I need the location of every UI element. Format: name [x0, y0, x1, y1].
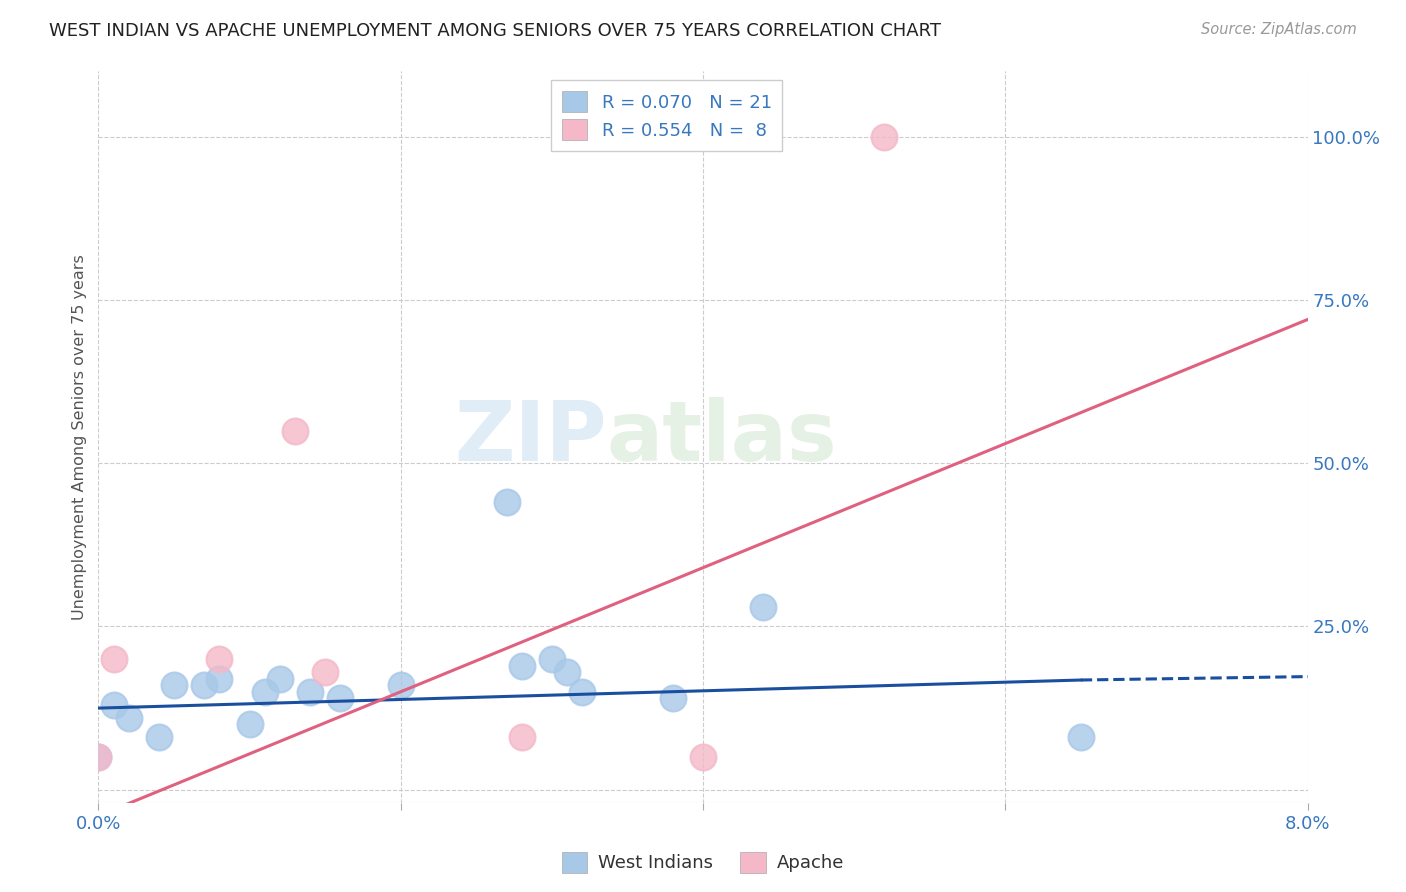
Point — [239, 717, 262, 731]
Point — [389, 678, 412, 692]
Point — [208, 652, 231, 666]
Point — [752, 599, 775, 614]
Point — [314, 665, 336, 680]
Text: atlas: atlas — [606, 397, 837, 477]
Point — [540, 652, 562, 666]
Point — [299, 685, 322, 699]
Point — [163, 678, 186, 692]
Point — [87, 750, 110, 764]
Point — [193, 678, 215, 692]
Point — [269, 672, 291, 686]
Legend: West Indians, Apache: West Indians, Apache — [551, 841, 855, 884]
Point — [148, 731, 170, 745]
Point — [661, 691, 683, 706]
Point — [1070, 731, 1092, 745]
Point — [253, 685, 276, 699]
Point — [510, 658, 533, 673]
Point — [692, 750, 714, 764]
Point — [103, 698, 125, 712]
Point — [208, 672, 231, 686]
Text: Source: ZipAtlas.com: Source: ZipAtlas.com — [1201, 22, 1357, 37]
Point — [118, 711, 141, 725]
Point — [555, 665, 578, 680]
Point — [495, 495, 517, 509]
Point — [284, 424, 307, 438]
Point — [329, 691, 352, 706]
Text: ZIP: ZIP — [454, 397, 606, 477]
Point — [873, 129, 896, 144]
Y-axis label: Unemployment Among Seniors over 75 years: Unemployment Among Seniors over 75 years — [72, 254, 87, 620]
Text: WEST INDIAN VS APACHE UNEMPLOYMENT AMONG SENIORS OVER 75 YEARS CORRELATION CHART: WEST INDIAN VS APACHE UNEMPLOYMENT AMONG… — [49, 22, 941, 40]
Point — [87, 750, 110, 764]
Point — [510, 731, 533, 745]
Point — [103, 652, 125, 666]
Point — [571, 685, 593, 699]
